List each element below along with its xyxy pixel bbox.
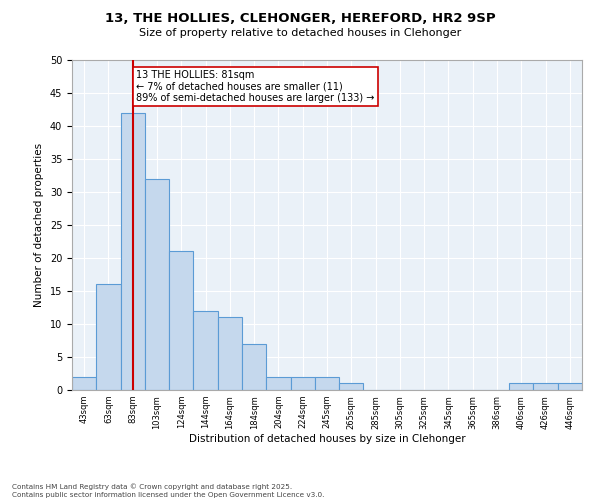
Bar: [509, 384, 533, 390]
Bar: [266, 377, 290, 390]
Text: Contains HM Land Registry data © Crown copyright and database right 2025.
Contai: Contains HM Land Registry data © Crown c…: [12, 484, 325, 498]
Text: 13 THE HOLLIES: 81sqm
← 7% of detached houses are smaller (11)
89% of semi-detac: 13 THE HOLLIES: 81sqm ← 7% of detached h…: [136, 70, 375, 103]
Y-axis label: Number of detached properties: Number of detached properties: [34, 143, 44, 307]
Bar: [145, 179, 169, 390]
Bar: [169, 252, 193, 390]
X-axis label: Distribution of detached houses by size in Clehonger: Distribution of detached houses by size …: [188, 434, 466, 444]
Bar: [533, 384, 558, 390]
Bar: [193, 311, 218, 390]
Bar: [339, 384, 364, 390]
Bar: [558, 384, 582, 390]
Bar: [121, 113, 145, 390]
Text: 13, THE HOLLIES, CLEHONGER, HEREFORD, HR2 9SP: 13, THE HOLLIES, CLEHONGER, HEREFORD, HR…: [104, 12, 496, 26]
Bar: [96, 284, 121, 390]
Bar: [72, 377, 96, 390]
Bar: [290, 377, 315, 390]
Bar: [218, 318, 242, 390]
Text: Size of property relative to detached houses in Clehonger: Size of property relative to detached ho…: [139, 28, 461, 38]
Bar: [315, 377, 339, 390]
Bar: [242, 344, 266, 390]
